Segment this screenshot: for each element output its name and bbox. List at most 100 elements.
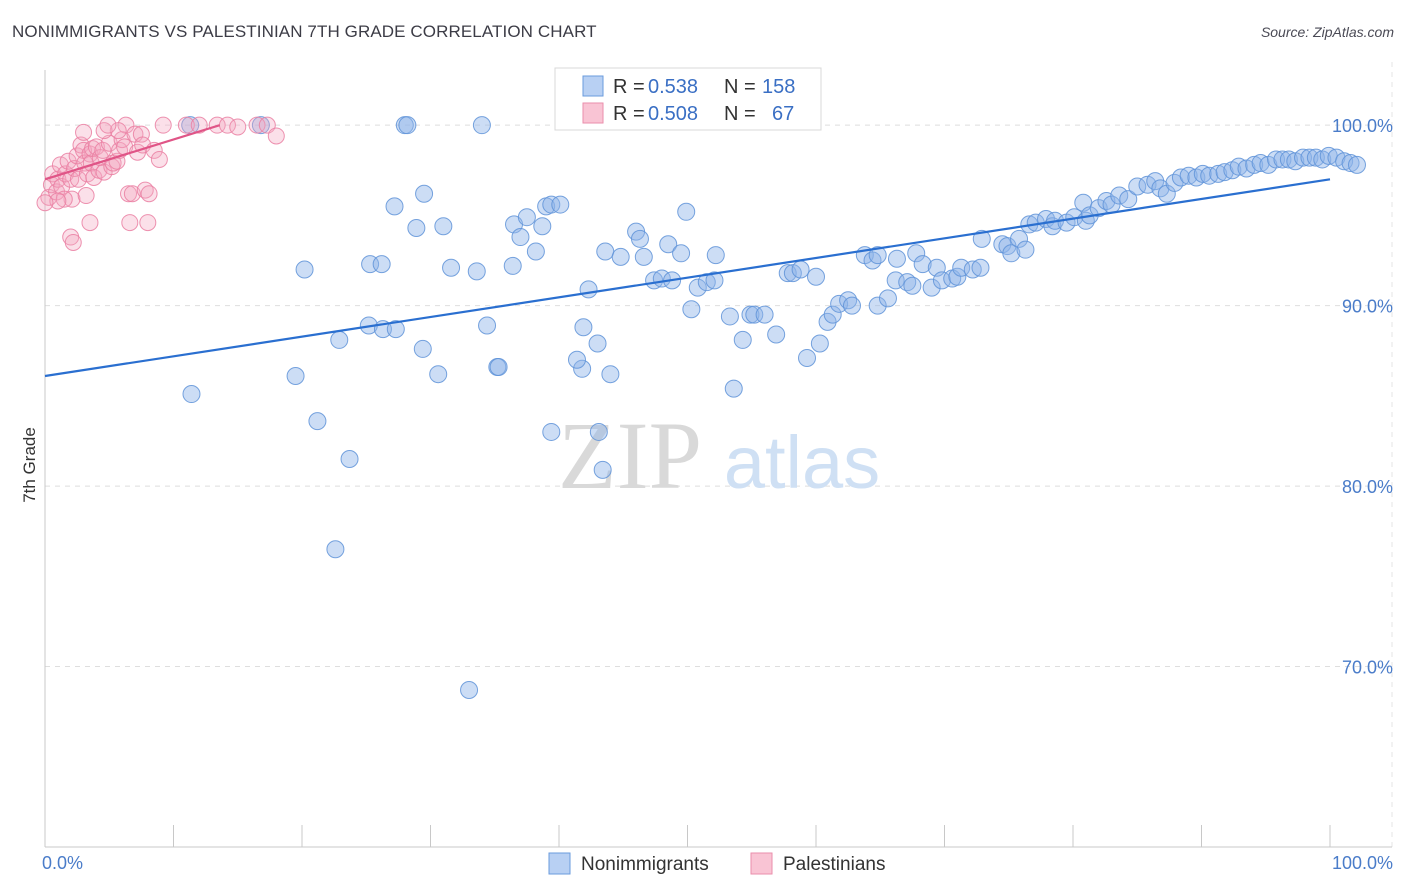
point-nonimmigrants-127 [1171, 168, 1190, 187]
bottom-legend: Nonimmigrants Palestinians [548, 852, 885, 875]
point-nonimmigrants-135 [1229, 157, 1248, 176]
point-nonimmigrants-48 [611, 247, 630, 266]
point-nonimmigrants-19 [467, 262, 486, 281]
point-nonimmigrants-63 [720, 307, 739, 326]
point-nonimmigrants-73 [798, 348, 817, 367]
point-nonimmigrants-103 [1002, 244, 1021, 263]
point-nonimmigrants-151 [1341, 154, 1360, 173]
point-nonimmigrants-43 [593, 460, 612, 479]
point-nonimmigrants-28 [489, 357, 508, 376]
point-palestinians-8 [59, 152, 77, 170]
y-tick-label-0: 100.0% [1332, 116, 1393, 136]
point-nonimmigrants-137 [1245, 155, 1264, 174]
chart-title: NONIMMIGRANTS VS PALESTINIAN 7TH GRADE C… [12, 22, 597, 41]
point-nonimmigrants-50 [630, 229, 649, 248]
point-palestinians-55 [150, 150, 168, 168]
point-nonimmigrants-99 [971, 258, 990, 277]
point-nonimmigrants-46 [596, 242, 615, 261]
trend-line-palestinians [44, 124, 221, 181]
point-nonimmigrants-92 [922, 278, 941, 297]
point-nonimmigrants-51 [634, 247, 653, 266]
point-nonimmigrants-65 [733, 330, 752, 349]
point-palestinians-45 [140, 185, 158, 203]
point-nonimmigrants-11 [295, 260, 314, 279]
watermark-zip: ZIP [558, 402, 702, 509]
point-palestinians-36 [120, 185, 138, 203]
point-nonimmigrants-98 [963, 260, 982, 279]
point-palestinians-44 [139, 214, 157, 232]
point-nonimmigrants-56 [672, 244, 691, 263]
data-points [36, 116, 1366, 699]
point-nonimmigrants-87 [887, 249, 906, 268]
point-nonimmigrants-68 [755, 305, 774, 324]
point-nonimmigrants-77 [823, 305, 842, 324]
point-nonimmigrants-15 [385, 197, 404, 216]
point-palestinians-61 [248, 116, 266, 134]
point-nonimmigrants-62 [706, 246, 725, 265]
point-nonimmigrants-45 [579, 280, 598, 299]
point-nonimmigrants-61 [705, 271, 724, 290]
point-nonimmigrants-152 [1347, 155, 1366, 174]
point-nonimmigrants-140 [1267, 150, 1286, 169]
y-axis-title: 7th Grade [20, 427, 39, 503]
point-nonimmigrants-64 [724, 379, 743, 398]
legend-swatch-nonimmigrants [582, 75, 604, 97]
legend-n-value-1: 158 [762, 76, 795, 98]
point-nonimmigrants-85 [878, 289, 897, 308]
bottom-legend-label-nonimmigrants: Nonimmigrants [581, 854, 709, 875]
axes [44, 70, 1392, 848]
point-nonimmigrants-17 [434, 217, 453, 236]
point-nonimmigrants-104 [1010, 229, 1029, 248]
y-tick-label-1: 90.0% [1342, 297, 1393, 317]
point-nonimmigrants-8 [340, 450, 359, 469]
legend-r-value-2: 0.508 [648, 103, 698, 125]
point-palestinians-41 [132, 125, 150, 143]
x-tick-label-1: 100.0% [1332, 853, 1393, 873]
point-nonimmigrants-59 [688, 278, 707, 297]
point-nonimmigrants-58 [682, 300, 701, 319]
point-nonimmigrants-100 [972, 229, 991, 248]
point-nonimmigrants-6 [286, 367, 305, 385]
point-nonimmigrants-41 [574, 318, 593, 337]
point-palestinians-51 [49, 192, 67, 210]
top-legend: R = 0.538 N = 158 R = 0.508 N = 67 [554, 67, 822, 131]
trend-line-nonimmigrants [44, 178, 1331, 378]
point-nonimmigrants-31 [511, 228, 530, 247]
point-nonimmigrants-7 [308, 412, 327, 431]
point-nonimmigrants-42 [589, 422, 608, 441]
point-nonimmigrants-130 [1193, 164, 1212, 183]
point-nonimmigrants-34 [533, 217, 552, 236]
point-nonimmigrants-1 [251, 116, 270, 135]
point-nonimmigrants-32 [517, 208, 536, 227]
point-palestinians-54 [154, 116, 172, 134]
point-nonimmigrants-142 [1279, 150, 1298, 169]
point-nonimmigrants-37 [551, 195, 570, 214]
point-nonimmigrants-82 [863, 251, 882, 270]
legend-r-label-1: R = [613, 76, 645, 98]
point-nonimmigrants-40 [567, 350, 586, 369]
chart-source: Source: ZipAtlas.com [1260, 24, 1394, 40]
point-nonimmigrants-5 [182, 385, 201, 404]
x-tick-label-0: 0.0% [42, 853, 83, 873]
series-palestinians [36, 116, 285, 251]
point-nonimmigrants-90 [907, 244, 926, 263]
point-nonimmigrants-132 [1209, 164, 1228, 183]
y-tick-labels: 100.0% 90.0% 80.0% 70.0% [1332, 116, 1393, 677]
point-nonimmigrants-91 [913, 255, 932, 274]
point-nonimmigrants-54 [659, 235, 678, 254]
point-nonimmigrants-97 [952, 258, 971, 277]
point-nonimmigrants-72 [791, 260, 810, 279]
point-nonimmigrants-25 [429, 365, 448, 384]
point-palestinians-37 [121, 214, 139, 232]
series-nonimmigrants [181, 116, 1366, 699]
point-nonimmigrants-96 [948, 267, 967, 286]
point-nonimmigrants-131 [1200, 166, 1219, 185]
point-nonimmigrants-33 [526, 242, 545, 261]
point-palestinians-66 [36, 194, 54, 212]
point-nonimmigrants-133 [1215, 163, 1234, 182]
point-palestinians-48 [64, 233, 82, 251]
point-nonimmigrants-128 [1179, 166, 1198, 185]
point-nonimmigrants-86 [886, 271, 905, 290]
point-nonimmigrants-144 [1294, 148, 1313, 167]
